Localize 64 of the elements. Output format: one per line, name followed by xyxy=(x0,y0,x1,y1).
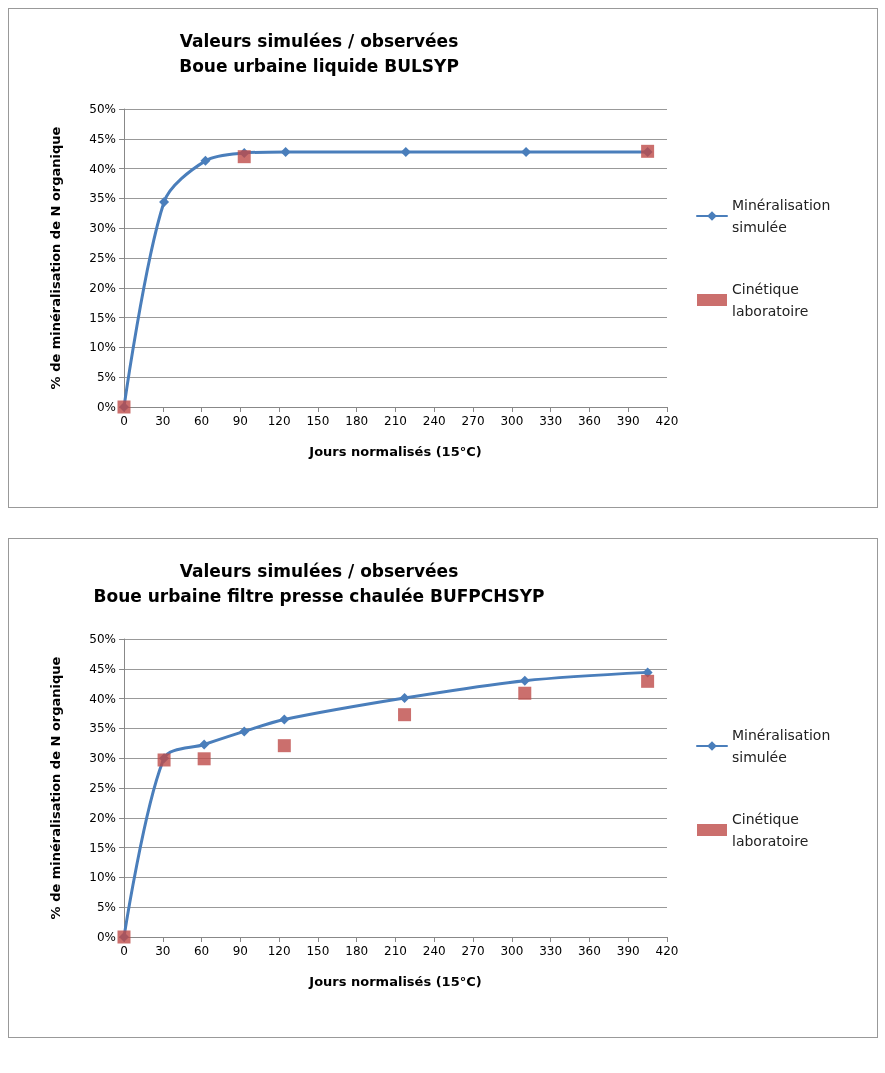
y-tick-label: 45% xyxy=(89,131,116,146)
y-tick-label: 5% xyxy=(96,370,116,385)
y-tick-label: 20% xyxy=(89,280,116,295)
x-tick-label: 90 xyxy=(232,414,248,428)
y-tick-label: 50% xyxy=(89,632,116,646)
x-tick-label: 0 xyxy=(120,414,128,428)
y-axis-title: % de minéralisation de N organique xyxy=(48,656,63,920)
y-tick-label: 40% xyxy=(89,691,116,706)
x-tick-label: 210 xyxy=(384,414,407,428)
chart-subtitle: Boue urbaine liquide BULSYP xyxy=(179,55,459,76)
y-tick-label: 15% xyxy=(89,840,116,855)
chart-subtitle: Boue urbaine filtre presse chaulée BUFPCHSYP xyxy=(93,585,545,606)
x-tick-label: 420 xyxy=(655,414,679,428)
x-tick-label: 300 xyxy=(500,944,524,958)
y-tick-label: 35% xyxy=(89,191,116,206)
chart-title: Valeurs simulées / observées xyxy=(179,560,459,581)
y-tick-label: 20% xyxy=(89,810,116,825)
x-tick-label: 330 xyxy=(539,414,563,428)
x-axis-title: Jours normalisés (15°C) xyxy=(308,444,482,459)
y-tick-label: 15% xyxy=(89,310,116,325)
x-tick-label: 120 xyxy=(267,944,291,958)
x-tick-label: 180 xyxy=(345,414,369,428)
y-tick-label: 30% xyxy=(89,751,116,766)
x-tick-label: 60 xyxy=(193,414,210,428)
y-tick-label: 50% xyxy=(89,102,116,116)
y-tick-label: 45% xyxy=(89,661,116,676)
y-tick-label: 10% xyxy=(89,340,116,355)
x-tick-label: 300 xyxy=(500,414,524,428)
x-axis-title: Jours normalisés (15°C) xyxy=(308,974,482,989)
x-tick-label: 210 xyxy=(384,944,407,958)
x-tick-label: 390 xyxy=(616,414,640,428)
legend-label: Minéralisation simulée xyxy=(732,197,835,235)
legend-label: Cinétique laboratoire xyxy=(732,281,809,319)
x-tick-label: 60 xyxy=(193,944,210,958)
y-tick-label: 25% xyxy=(89,781,116,795)
x-tick-label: 180 xyxy=(345,944,369,958)
y-tick-label: 35% xyxy=(89,721,116,736)
x-tick-label: 240 xyxy=(422,414,446,428)
x-tick-label: 150 xyxy=(306,944,330,958)
legend-label: Minéralisation simulée xyxy=(732,727,835,765)
x-tick-label: 360 xyxy=(577,414,601,428)
x-tick-label: 150 xyxy=(306,414,330,428)
y-tick-label: 0% xyxy=(96,930,116,944)
y-tick-label: 30% xyxy=(89,221,116,236)
legend-label: Cinétique laboratoire xyxy=(732,811,809,849)
chart-title: Valeurs simulées / observées xyxy=(179,30,459,51)
y-tick-label: 5% xyxy=(96,900,116,915)
x-tick-label: 30 xyxy=(155,944,171,958)
y-tick-label: 40% xyxy=(89,161,116,176)
x-tick-label: 90 xyxy=(232,944,248,958)
x-tick-label: 360 xyxy=(577,944,601,958)
x-tick-label: 390 xyxy=(616,944,640,958)
x-tick-label: 30 xyxy=(155,414,171,428)
x-tick-label: 270 xyxy=(461,414,485,428)
y-tick-label: 10% xyxy=(89,870,116,885)
x-tick-label: 330 xyxy=(539,944,563,958)
y-tick-label: 0% xyxy=(96,400,116,414)
y-axis-title: % de minéralisation de N organique xyxy=(48,126,63,390)
x-tick-label: 240 xyxy=(422,944,446,958)
y-tick-label: 25% xyxy=(89,251,116,265)
x-tick-label: 420 xyxy=(655,944,679,958)
x-tick-label: 120 xyxy=(267,414,291,428)
x-tick-label: 270 xyxy=(461,944,485,958)
x-tick-label: 0 xyxy=(120,944,128,958)
